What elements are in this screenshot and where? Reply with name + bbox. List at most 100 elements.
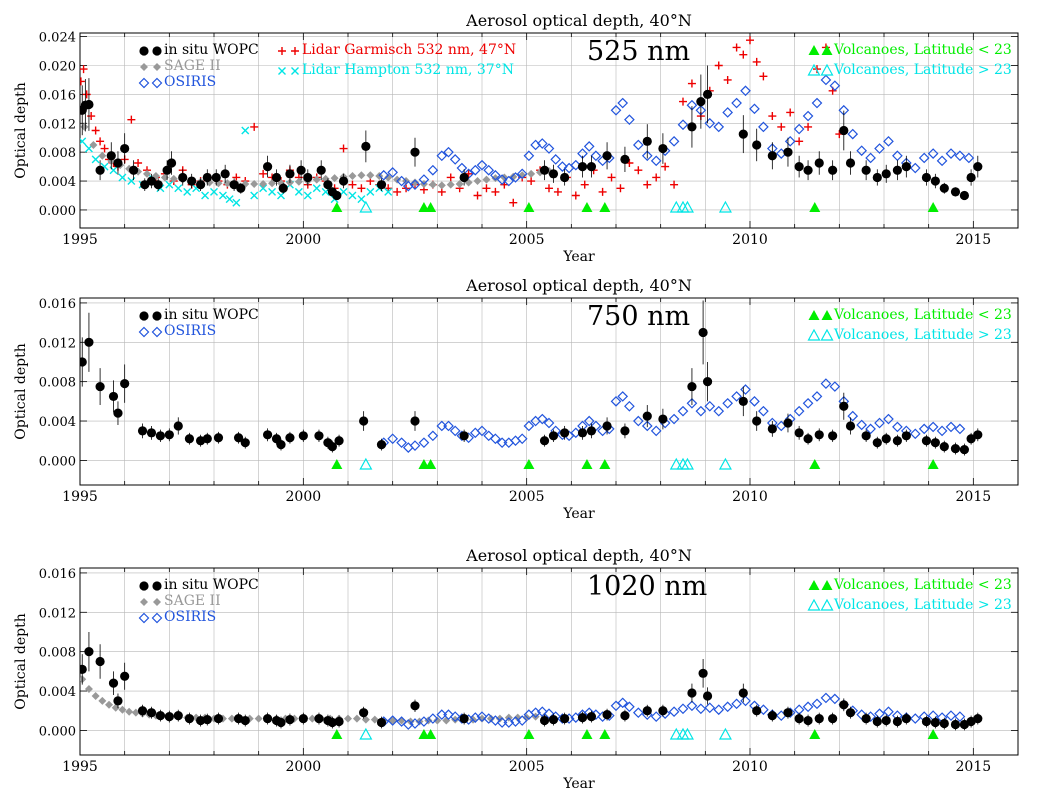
data-point bbox=[702, 89, 713, 99]
legend-label: OSIRIS bbox=[164, 74, 216, 90]
data-point bbox=[624, 400, 635, 412]
data-point bbox=[872, 438, 882, 448]
data-point bbox=[523, 420, 535, 432]
plot-frame bbox=[79, 297, 1019, 486]
data-point bbox=[80, 675, 87, 684]
x-tick-label: 2005 bbox=[509, 232, 545, 248]
data-point bbox=[263, 713, 273, 724]
data-point bbox=[543, 708, 555, 720]
data-point bbox=[314, 431, 324, 441]
chart-panel-1: 1995 2000 2005 2010 2015 0.000 0.004 0.008 0.012… bbox=[13, 11, 1019, 265]
data-point bbox=[80, 664, 87, 674]
volcano-marker-low-lat bbox=[599, 202, 611, 212]
volcano-marker-low-lat bbox=[927, 459, 939, 469]
data-point bbox=[486, 714, 495, 723]
legend-marker bbox=[807, 598, 821, 611]
data-point bbox=[668, 706, 680, 718]
data-point bbox=[921, 436, 932, 446]
data-point bbox=[930, 176, 940, 186]
y-axis-label: Optical depth bbox=[13, 82, 29, 179]
data-point bbox=[516, 433, 528, 445]
data-point bbox=[250, 179, 259, 188]
data-point bbox=[874, 143, 885, 154]
data-point bbox=[954, 423, 966, 435]
volcano-marker-high-lat bbox=[680, 200, 694, 213]
volcano-marker-high-lat bbox=[718, 457, 732, 470]
data-point bbox=[536, 413, 548, 425]
data-point bbox=[303, 172, 313, 183]
data-point bbox=[220, 169, 230, 179]
legend-marker bbox=[807, 328, 821, 341]
data-point bbox=[91, 691, 100, 700]
legend-marker bbox=[151, 326, 163, 338]
data-point bbox=[210, 187, 218, 196]
wavelength-label: 1020 nm bbox=[587, 571, 707, 602]
data-point bbox=[658, 706, 668, 716]
volcano-marker-low-lat bbox=[523, 202, 535, 212]
data-point bbox=[539, 165, 550, 175]
data-point bbox=[259, 179, 268, 188]
data-point bbox=[892, 436, 903, 446]
data-point bbox=[650, 425, 662, 437]
data-point bbox=[557, 161, 568, 172]
legend-label: Volcanoes, Latitude > 23 bbox=[833, 597, 1012, 613]
legend-label: Lidar Hampton 532 nm, 37°N bbox=[302, 62, 514, 78]
data-point bbox=[268, 187, 277, 196]
data-point bbox=[767, 711, 777, 721]
data-point bbox=[963, 152, 975, 164]
legend-marker bbox=[140, 63, 148, 71]
data-point bbox=[96, 137, 105, 146]
data-point bbox=[811, 97, 823, 109]
data-point bbox=[137, 426, 148, 436]
data-point bbox=[120, 379, 130, 389]
data-point bbox=[539, 715, 550, 726]
data-point bbox=[802, 110, 814, 122]
data-point bbox=[384, 187, 393, 196]
data-point bbox=[348, 191, 357, 200]
data-point bbox=[316, 165, 326, 175]
data-point bbox=[129, 165, 139, 175]
data-point bbox=[602, 710, 612, 720]
data-point bbox=[642, 411, 652, 421]
data-point bbox=[436, 150, 448, 162]
data-point bbox=[285, 169, 295, 179]
x-tick-label: 2005 bbox=[509, 759, 545, 775]
x-tick-label: 1995 bbox=[62, 232, 98, 248]
data-point bbox=[137, 706, 148, 716]
data-point bbox=[814, 158, 824, 168]
data-point bbox=[658, 143, 668, 154]
data-point bbox=[696, 97, 706, 107]
data-point bbox=[577, 713, 588, 723]
data-point bbox=[495, 714, 504, 723]
volcano-marker-high-lat bbox=[669, 457, 683, 470]
data-point bbox=[536, 138, 548, 149]
y-tick-label: 0.024 bbox=[39, 31, 76, 46]
data-point bbox=[617, 697, 629, 709]
data-point bbox=[298, 431, 308, 441]
data-point bbox=[183, 187, 192, 196]
legend-label: Volcanoes, Latitude > 23 bbox=[833, 62, 1012, 78]
volcano-marker-low-lat bbox=[809, 202, 821, 212]
data-point bbox=[921, 716, 932, 727]
data-point bbox=[396, 716, 407, 727]
data-point bbox=[738, 396, 748, 406]
data-point bbox=[95, 656, 105, 667]
data-point bbox=[749, 103, 760, 115]
data-point bbox=[553, 187, 562, 196]
data-point bbox=[366, 187, 375, 196]
y-tick-label: 0.012 bbox=[39, 606, 76, 621]
data-point bbox=[218, 191, 227, 200]
volcano-marker-low-lat bbox=[927, 202, 939, 212]
data-point bbox=[443, 709, 454, 720]
data-point bbox=[930, 717, 940, 728]
data-point bbox=[357, 184, 366, 193]
legend-label: SAGE II bbox=[164, 58, 221, 74]
data-point bbox=[418, 174, 430, 185]
data-point bbox=[80, 122, 89, 131]
data-point bbox=[545, 184, 553, 193]
data-point bbox=[143, 169, 151, 178]
x-tick-label: 2005 bbox=[509, 489, 545, 505]
data-point bbox=[410, 416, 420, 426]
data-point bbox=[803, 165, 813, 175]
